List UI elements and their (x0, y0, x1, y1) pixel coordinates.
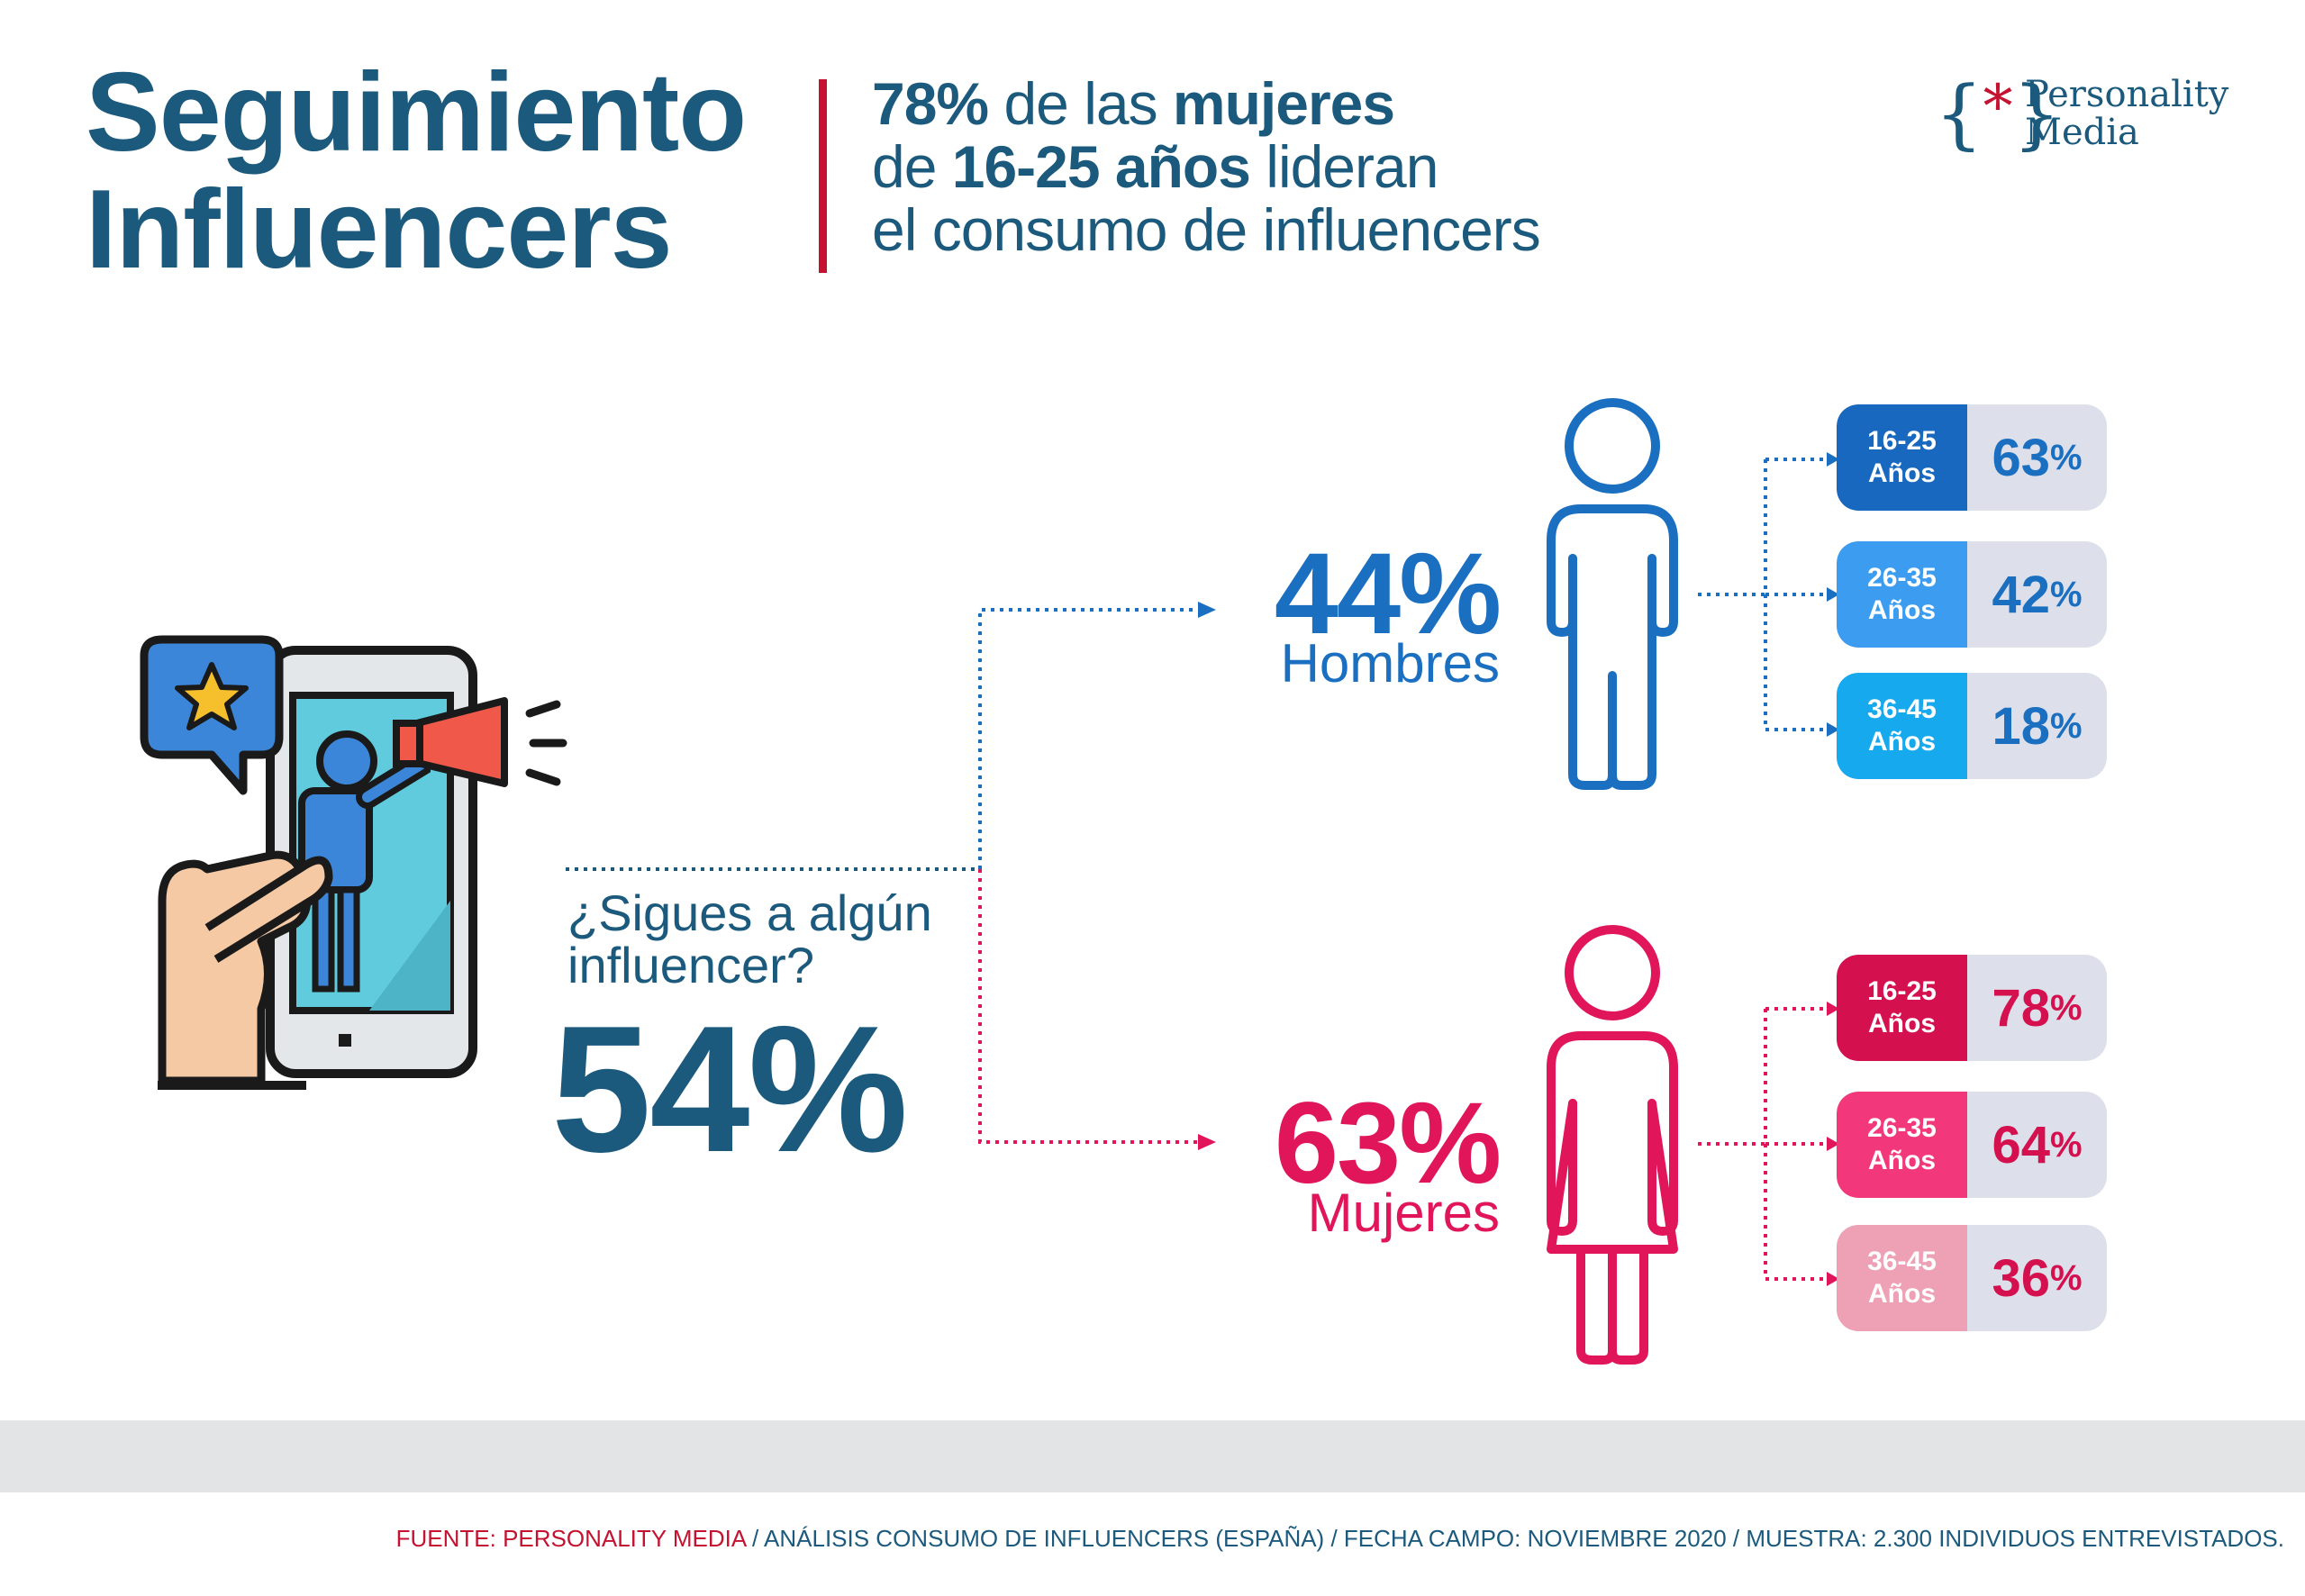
age-unit: Años (1868, 595, 1936, 625)
subtitle-highlight-percent: 78% (872, 70, 989, 137)
men-label: Hombres (1280, 633, 1500, 694)
age-range-badge: 16-25 Años (1837, 955, 1967, 1061)
age-value: 78% (1992, 978, 2083, 1038)
footer-band (0, 1420, 2305, 1492)
age-unit: Años (1868, 1009, 1936, 1038)
women-percentage: 63% (1274, 1079, 1502, 1208)
source-brand: FUENTE: PERSONALITY MEDIA (395, 1525, 746, 1552)
age-range: 36-45 (1867, 694, 1937, 724)
header-divider (819, 79, 827, 273)
age-value: 63% (1992, 428, 2083, 487)
age-unit: Años (1868, 1279, 1936, 1309)
age-value: 18% (1992, 696, 2083, 756)
subtitle-text: lideran (1249, 133, 1438, 200)
age-range-badge: 26-35 Años (1837, 1092, 1967, 1198)
question-line-1: ¿Sigues a algún (567, 884, 932, 941)
star-icon (140, 635, 284, 795)
age-value: 36% (1992, 1248, 2083, 1308)
survey-question: ¿Sigues a algún influencer? (567, 887, 932, 992)
logo-line-1: Personality (2025, 74, 2229, 115)
age-value: 64% (1992, 1115, 2083, 1174)
subtitle-text: de las (988, 70, 1173, 137)
age-range: 36-45 (1867, 1247, 1937, 1276)
page-title: Seguimiento Influencers (86, 50, 747, 292)
female-figure-icon (1547, 925, 1678, 1365)
men-age-36-45: 36-45 Años 18% (1837, 673, 2107, 779)
age-range-badge: 36-45 Años (1837, 673, 1967, 779)
age-range-badge: 16-25 Años (1837, 404, 1967, 511)
subtitle-highlight-women: mujeres (1172, 70, 1395, 137)
men-age-26-35: 26-35 Años 42% (1837, 541, 2107, 648)
women-age-26-35: 26-35 Años 64% (1837, 1092, 2107, 1198)
subtitle-text: de (872, 133, 952, 200)
age-range-badge: 36-45 Años (1837, 1225, 1967, 1331)
age-range: 16-25 (1867, 976, 1937, 1006)
title-line-2: Influencers (86, 168, 673, 292)
logo-text: Personality Media (2025, 76, 2228, 151)
subtitle: 78% de las mujeres de 16-25 años lideran… (872, 70, 1541, 263)
megaphone-icon (393, 697, 567, 787)
source-details: / ANÁLISIS CONSUMO DE INFLUENCERS (ESPAÑ… (745, 1525, 2284, 1552)
question-line-2: influencer? (567, 937, 814, 993)
women-age-16-25: 16-25 Años 78% (1837, 955, 2107, 1061)
subtitle-highlight-age: 16-25 años (951, 133, 1251, 200)
hand-icon (158, 850, 333, 1090)
age-unit: Años (1868, 1146, 1936, 1175)
age-range: 26-35 (1867, 563, 1937, 593)
men-age-16-25: 16-25 Años 63% (1837, 404, 2107, 511)
total-percentage: 54% (551, 989, 908, 1190)
influencer-phone-icon (140, 635, 567, 1090)
male-figure-icon (1547, 398, 1678, 790)
title-line-1: Seguimiento (86, 50, 747, 175)
age-range: 26-35 (1867, 1113, 1937, 1143)
age-value: 42% (1992, 565, 2083, 624)
women-label: Mujeres (1307, 1183, 1500, 1243)
source-note: FUENTE: PERSONALITY MEDIA / ANÁLISIS CON… (0, 1525, 2284, 1553)
personality-media-logo: {*} Personality Media (1935, 72, 2250, 154)
women-age-36-45: 36-45 Años 36% (1837, 1225, 2107, 1331)
age-unit: Años (1868, 727, 1936, 757)
age-unit: Años (1868, 458, 1936, 488)
logo-line-2: Media (2025, 112, 2139, 153)
men-percentage: 44% (1274, 530, 1502, 658)
age-range-badge: 26-35 Años (1837, 541, 1967, 648)
subtitle-line-3: el consumo de influencers (872, 196, 1541, 263)
logo-brace-icon: {*} (1935, 69, 2061, 158)
age-range: 16-25 (1867, 426, 1937, 456)
